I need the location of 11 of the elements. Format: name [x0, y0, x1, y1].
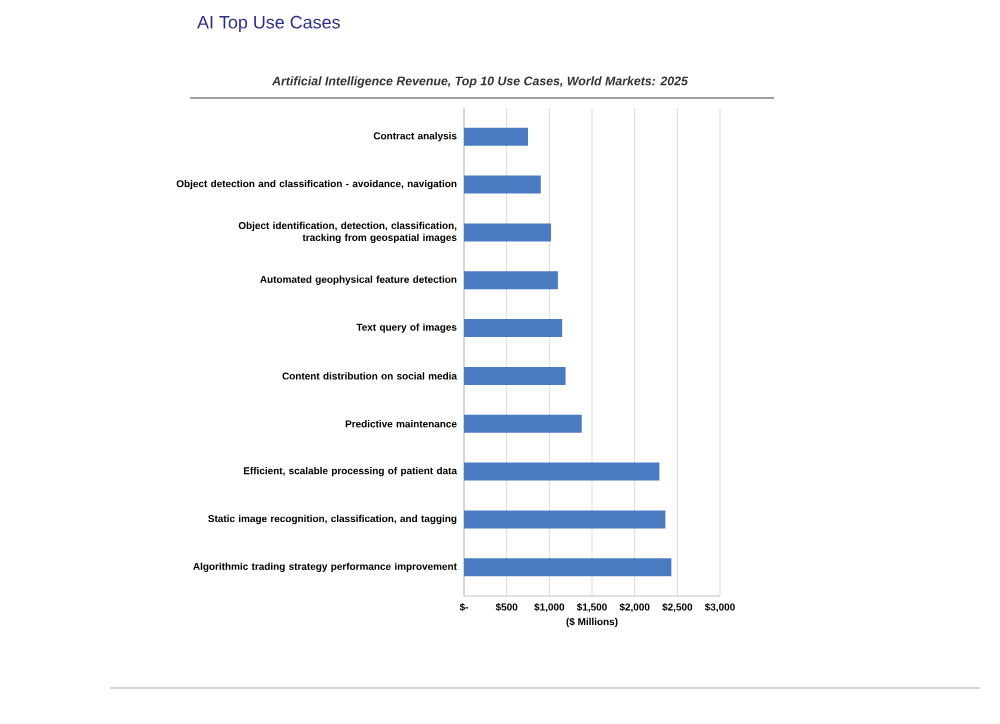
text: AI Top Use Cases — [197, 15, 340, 33]
bar — [464, 558, 672, 577]
bar — [464, 223, 552, 242]
bar — [464, 175, 541, 194]
bar — [464, 271, 558, 290]
bar — [464, 127, 529, 146]
bar — [464, 319, 563, 338]
bar — [464, 510, 666, 529]
bar — [464, 366, 566, 385]
bar — [464, 414, 582, 433]
bar — [464, 462, 660, 481]
